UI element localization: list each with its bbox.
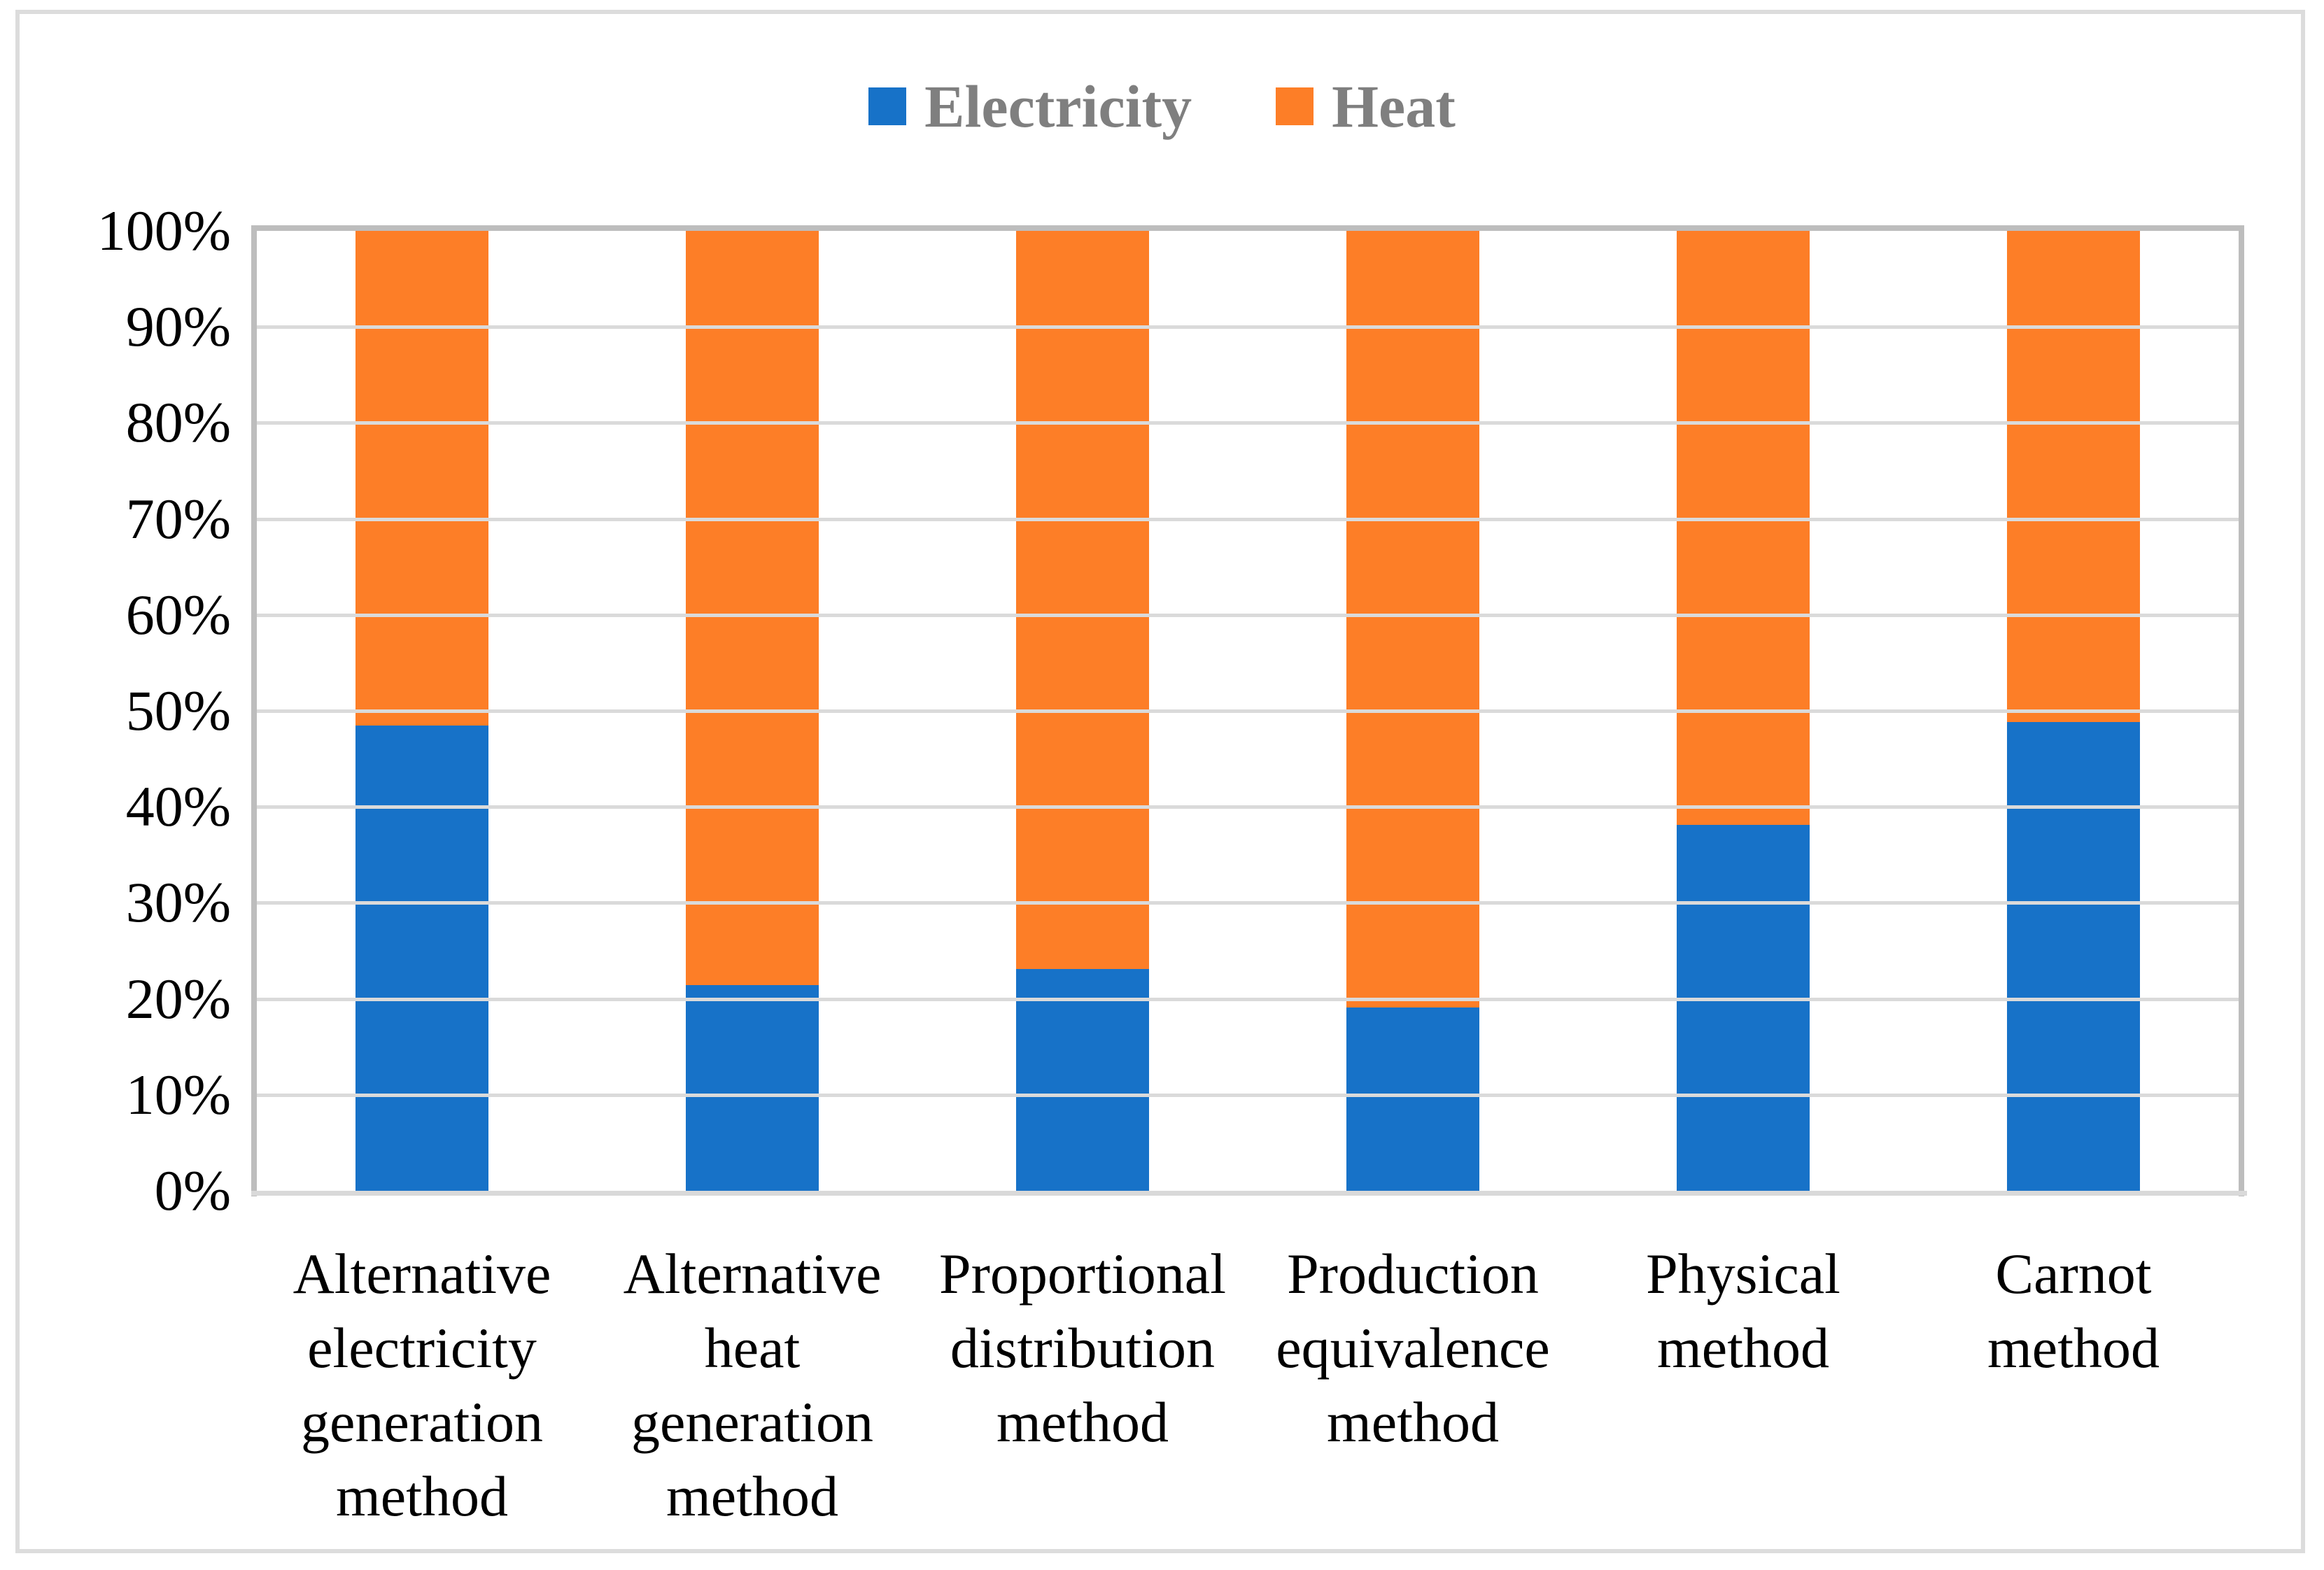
chart-legend: Electricity Heat [0, 67, 2324, 146]
bar-segment-electricity [686, 985, 819, 1191]
bar-segment-heat [686, 231, 819, 986]
gridline-70 [257, 517, 2239, 521]
y-tick-label-10: 10% [125, 1062, 231, 1126]
category-slot [1908, 231, 2239, 1191]
bar-segment-heat [1016, 231, 1149, 970]
legend-item: Heat [1276, 76, 1456, 136]
plot-border-top [251, 225, 2244, 231]
bar-segment-heat [355, 231, 488, 726]
bars-container [257, 231, 2239, 1191]
y-tick-label-40: 40% [125, 775, 231, 839]
bar-segment-electricity [1016, 969, 1149, 1191]
y-tick-label-70: 70% [125, 486, 231, 551]
gridline-30 [257, 901, 2239, 905]
y-tick-label-100: 100% [97, 199, 231, 262]
x-category-label: Production equivalence method [1276, 1242, 1550, 1454]
x-category-label: Alternative heat generation method [623, 1242, 882, 1528]
y-tick-label-30: 30% [125, 870, 231, 935]
category-slot [917, 231, 1248, 1191]
category-slot [587, 231, 917, 1191]
y-tick-label-80: 80% [125, 390, 231, 455]
figure-border [15, 10, 2305, 1553]
x-category-label: Carnot method [1987, 1242, 2160, 1380]
y-tick-label-60: 60% [125, 582, 231, 646]
category-slot [1578, 231, 1908, 1191]
gridline-90 [257, 325, 2239, 330]
gridline-10 [257, 1093, 2239, 1097]
category-slot [1248, 231, 1578, 1191]
category-slot [257, 231, 587, 1191]
stacked-bar [1346, 231, 1479, 1191]
x-category-label: Proportional distribution method [939, 1242, 1226, 1454]
bar-segment-electricity [1346, 1007, 1479, 1191]
plot-border-left [251, 225, 257, 1196]
gridline-60 [257, 613, 2239, 617]
plot-area [251, 225, 2244, 1196]
y-tick-label-0: 0% [154, 1159, 231, 1222]
plot-border-right [2239, 225, 2244, 1196]
stacked-bar [1677, 231, 1810, 1191]
bar-segment-heat [1346, 231, 1479, 1007]
gridline-50 [257, 709, 2239, 713]
gridline-20 [257, 997, 2239, 1001]
bar-segment-electricity [2007, 722, 2140, 1191]
legend-swatch-electricity [868, 87, 907, 125]
stacked-bar [1016, 231, 1149, 1191]
stacked-bar [686, 231, 819, 1191]
stacked-bar [2007, 231, 2140, 1191]
legend-label: Heat [1332, 73, 1456, 140]
y-tick-label-50: 50% [125, 679, 231, 742]
legend-swatch-heat [1276, 87, 1314, 125]
stacked-bar [355, 231, 488, 1191]
legend-label: Electricity [924, 73, 1192, 140]
y-tick-label-20: 20% [125, 966, 231, 1031]
bar-segment-electricity [1677, 825, 1810, 1191]
gridline-40 [257, 805, 2239, 809]
x-axis-line [251, 1191, 2247, 1196]
y-tick-label-90: 90% [125, 295, 231, 359]
bar-segment-heat [2007, 231, 2140, 723]
bar-segment-heat [1677, 231, 1810, 826]
x-category-label: Physical method [1646, 1242, 1840, 1380]
gridline-80 [257, 421, 2239, 425]
legend-item: Electricity [868, 76, 1192, 136]
x-category-label: Alternative electricity generation metho… [293, 1242, 551, 1528]
bar-segment-electricity [355, 725, 488, 1191]
